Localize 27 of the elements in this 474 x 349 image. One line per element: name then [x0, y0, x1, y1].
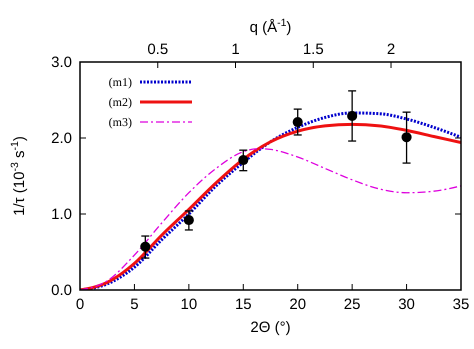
x2-tick-label: 1.5	[302, 41, 324, 58]
point	[184, 215, 194, 226]
x-tick-label: 15	[234, 296, 252, 313]
y-tick-label: 0.0	[51, 282, 72, 299]
x2-tick-label: 0.5	[147, 41, 168, 58]
x2-axis-title: q (Å$^{-1}$)	[250, 17, 292, 36]
point	[238, 155, 248, 166]
x-tick-label: 10	[180, 296, 198, 313]
x2-tick-label: 1	[231, 41, 240, 58]
x-tick-label: 30	[398, 296, 415, 313]
x-tick-label: 20	[289, 296, 306, 313]
y-tick-label: 1.0	[51, 206, 72, 223]
point	[292, 117, 303, 128]
x-tick-label: 0	[76, 296, 84, 313]
legend-label: (m2)	[108, 95, 132, 109]
y-tick-label: 2.0	[51, 130, 72, 147]
y-tick-label: 3.0	[51, 54, 72, 71]
legend-label: (m1)	[108, 75, 132, 89]
x-tick-label: 5	[130, 296, 139, 313]
point	[347, 110, 358, 121]
x-tick-label: 25	[344, 296, 360, 313]
x2-tick-label: 2	[386, 41, 396, 58]
point	[402, 132, 412, 142]
legend-label: (m3)	[108, 115, 132, 129]
point	[140, 242, 150, 252]
x-axis-title: 2Θ (°)	[250, 319, 291, 336]
x-tick-label: 35	[452, 296, 470, 313]
